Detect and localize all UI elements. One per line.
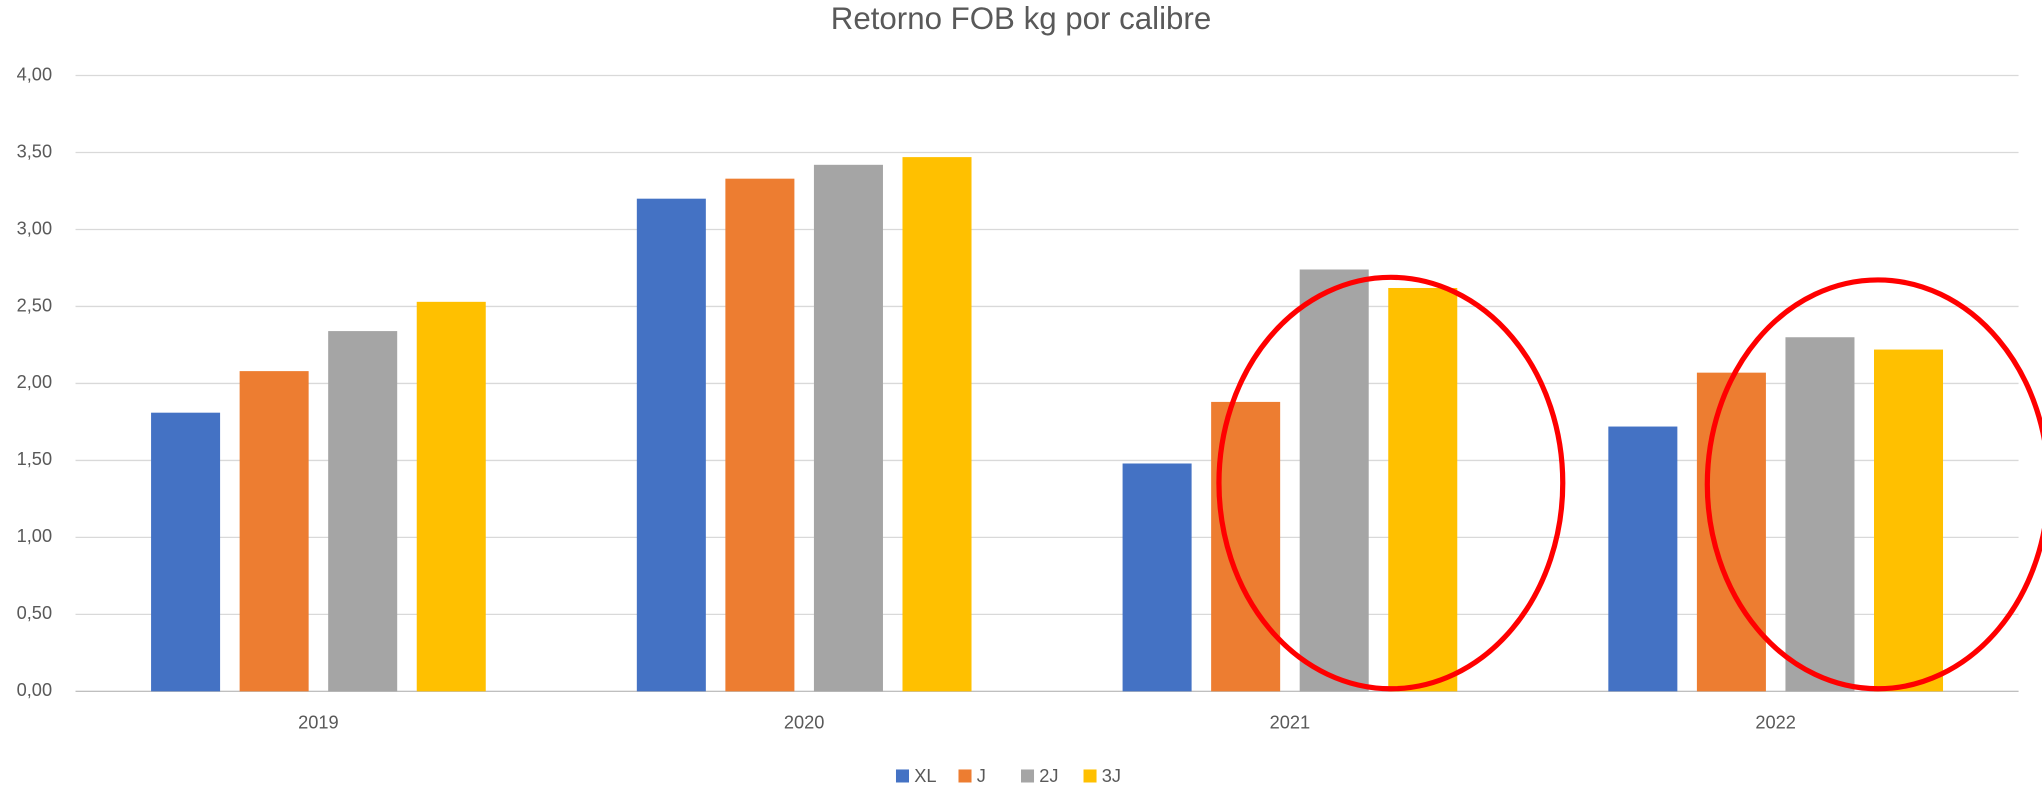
y-tick-label: 0,00 [17,680,52,700]
plot-area: 0,00 0,50 1,00 1,50 2,00 2,50 3,00 3,50 4,00 2019… [17,64,2019,786]
bar [328,331,398,692]
y-tick-label: 3,50 [17,141,52,161]
legend-label: J [977,766,986,786]
legend-label: 2J [1039,766,1058,786]
legend-swatch [1083,769,1097,783]
bar [725,178,795,692]
highlight-ellipse [1704,277,2042,692]
legend-label: XL [914,766,936,786]
bar [151,412,221,692]
legend-swatch [958,769,972,783]
bar [1696,372,1766,692]
bar [1785,337,1855,692]
y-tick-label: 1,00 [17,526,52,546]
chart-title: Retorno FOB kg por calibre [831,1,1211,36]
x-tick-label: 2021 [1270,713,1311,733]
x-tick-label: 2020 [784,713,825,733]
bar [1388,287,1458,692]
y-tick-label: 3,00 [17,218,52,238]
y-tick-label: 4,00 [17,64,52,84]
bar [416,301,486,692]
y-tick-label: 0,50 [17,603,52,623]
x-tick-label: 2022 [1755,713,1796,733]
bar [636,198,706,692]
legend-label: 3J [1102,766,1121,786]
legend-swatch [1021,769,1035,783]
y-tick-label: 2,50 [17,295,52,315]
bar [813,164,883,692]
y-tick-label: 2,00 [17,372,52,392]
bar [1299,269,1369,692]
x-tick-label: 2019 [298,713,339,733]
bar [1122,463,1192,692]
highlight-ellipse [1216,274,1566,692]
bar [1608,426,1678,692]
legend-swatch [895,769,910,783]
y-tick-label: 1,50 [17,449,52,469]
bar [1874,349,1944,692]
bar [239,371,309,692]
bar [902,157,972,692]
